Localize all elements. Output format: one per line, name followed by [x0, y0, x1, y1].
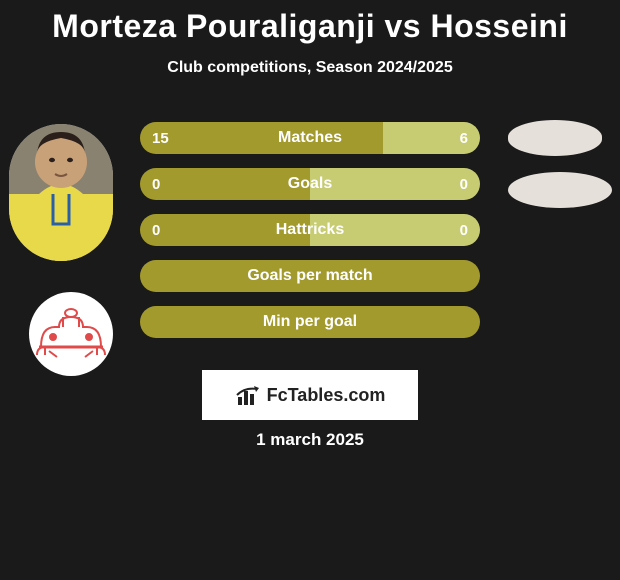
subtitle: Club competitions, Season 2024/2025 [0, 59, 620, 77]
bar-row-matches: 15 6 Matches [140, 122, 480, 154]
attribution-text: FcTables.com [267, 385, 386, 406]
bar-row-gpm: Goals per match [140, 260, 480, 292]
page-title: Morteza Pouraliganji vs Hosseini [0, 0, 620, 45]
comparison-infographic: Morteza Pouraliganji vs Hosseini Club co… [0, 0, 620, 580]
bar-row-goals: 0 0 Goals [140, 168, 480, 200]
player-avatar-icon [9, 124, 113, 261]
fctables-logo-icon [235, 383, 261, 407]
bar-right-value: 6 [383, 122, 480, 154]
player-placeholder-right-2 [508, 172, 612, 208]
bar-right-value: 0 [310, 214, 480, 246]
club-crest-icon [35, 307, 107, 362]
attribution-badge: FcTables.com [202, 370, 418, 420]
bar-left-value: 0 [140, 168, 310, 200]
player-placeholder-right-1 [508, 120, 602, 156]
comparison-bars: 15 6 Matches 0 0 Goals 0 0 Hattricks Goa… [140, 122, 480, 352]
player-photo-left [9, 124, 113, 261]
bar-left-value: 0 [140, 214, 310, 246]
bar-row-mpg: Min per goal [140, 306, 480, 338]
bar-full-label: Min per goal [140, 306, 480, 338]
bar-full-label: Goals per match [140, 260, 480, 292]
bar-right-value: 0 [310, 168, 480, 200]
bar-left-value: 15 [140, 122, 383, 154]
club-logo-left [29, 292, 113, 376]
date-label: 1 march 2025 [0, 430, 620, 450]
bar-row-hattricks: 0 0 Hattricks [140, 214, 480, 246]
